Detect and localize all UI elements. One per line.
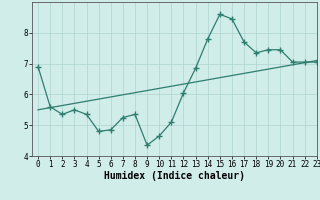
X-axis label: Humidex (Indice chaleur): Humidex (Indice chaleur) — [104, 171, 245, 181]
